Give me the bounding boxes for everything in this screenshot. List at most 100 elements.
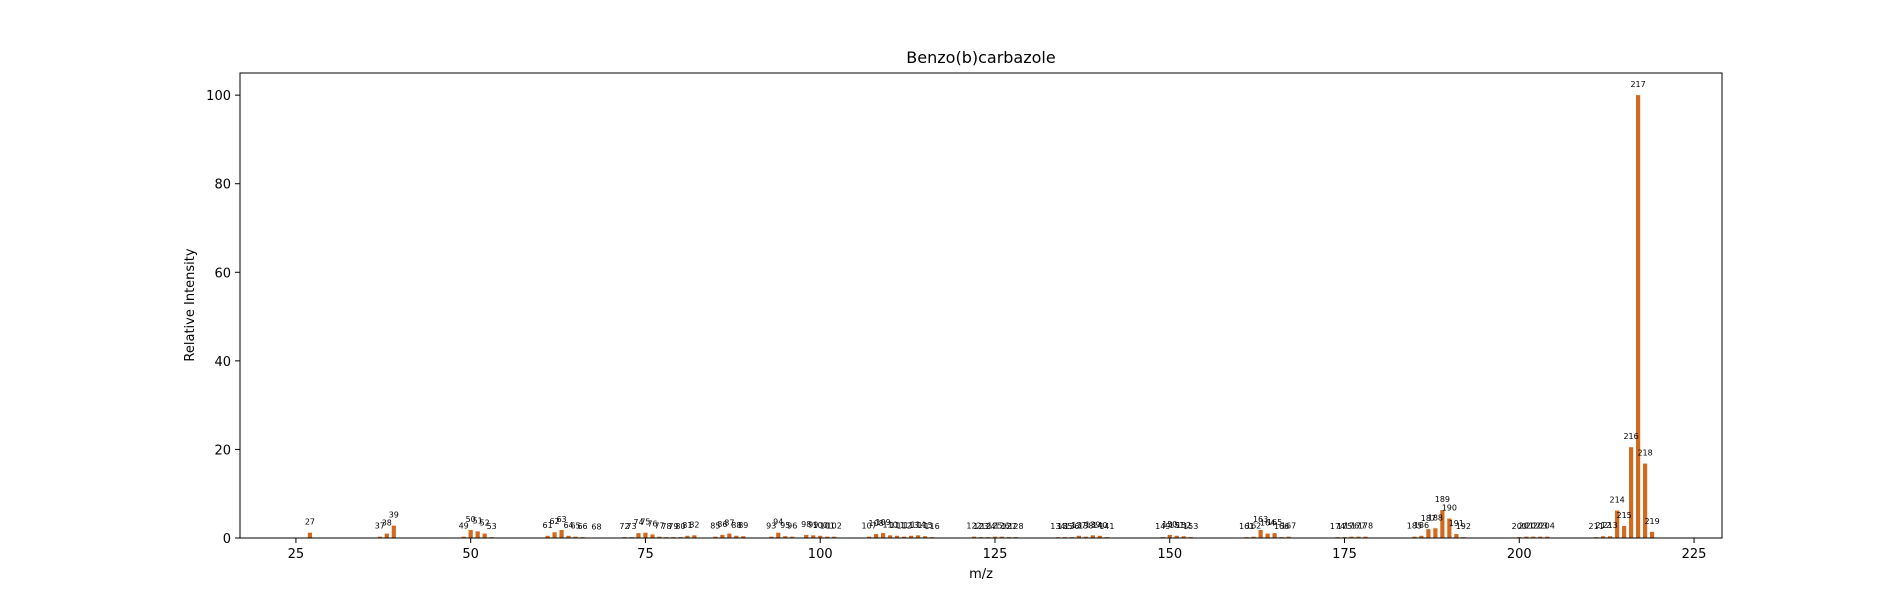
peak-bar-86 <box>720 534 725 538</box>
peak-label-163: 163 <box>1253 515 1268 524</box>
peak-label-108: 108 <box>868 519 883 528</box>
peak-bar-65 <box>573 536 578 538</box>
peak-bar-39 <box>391 525 396 538</box>
peak-bar-75 <box>643 532 648 538</box>
peak-bar-191 <box>1454 534 1459 538</box>
peak-bar-138 <box>1083 536 1088 538</box>
peak-label-191: 191 <box>1449 519 1464 528</box>
peak-bar-112 <box>902 536 907 538</box>
x-tick-label-100: 100 <box>808 547 833 562</box>
peak-label-176: 176 <box>1344 522 1359 531</box>
peak-bar-101 <box>825 536 830 538</box>
peak-bar-52 <box>482 533 487 538</box>
chart-title: Benzo(b)carbazole <box>906 48 1055 67</box>
peak-bar-167 <box>1286 536 1291 538</box>
peak-label-187: 187 <box>1421 514 1436 523</box>
peak-label-107: 107 <box>862 522 877 531</box>
peak-label-82: 82 <box>689 520 699 529</box>
peak-label-78: 78 <box>661 522 671 531</box>
peak-label-149: 149 <box>1155 522 1170 531</box>
peak-bar-89 <box>741 536 746 538</box>
peak-label-139: 139 <box>1085 520 1100 529</box>
peak-bar-99 <box>811 535 816 538</box>
x-tick-label-225: 225 <box>1682 547 1707 562</box>
peak-label-109: 109 <box>875 518 890 527</box>
peak-bar-204 <box>1545 536 1550 538</box>
peak-label-190: 190 <box>1442 504 1457 513</box>
peak-bar-82 <box>692 535 697 538</box>
peak-bar-176 <box>1349 536 1354 538</box>
peak-label-80: 80 <box>675 522 685 531</box>
peak-label-100: 100 <box>813 521 828 530</box>
y-tick-label-80: 80 <box>214 178 231 193</box>
peak-label-72: 72 <box>619 522 629 531</box>
peak-label-200: 200 <box>1512 522 1527 531</box>
plot-bars <box>307 95 1655 538</box>
peak-bar-49 <box>461 536 466 538</box>
peak-label-178: 178 <box>1358 522 1373 531</box>
peak-label-79: 79 <box>668 522 678 531</box>
peak-label-81: 81 <box>682 521 692 530</box>
peak-label-136: 136 <box>1064 522 1079 531</box>
peak-label-213: 213 <box>1603 521 1618 530</box>
peak-label-113: 113 <box>903 521 918 530</box>
peak-bar-64 <box>566 535 571 538</box>
peak-label-95: 95 <box>780 521 790 530</box>
peak-label-167: 167 <box>1281 522 1296 531</box>
y-axis-label: Relative Intensity <box>183 248 198 361</box>
peak-label-203: 203 <box>1533 522 1548 531</box>
peak-label-134: 134 <box>1050 522 1065 531</box>
peak-bar-186 <box>1419 535 1424 538</box>
peak-label-218: 218 <box>1637 449 1652 458</box>
peak-bar-125 <box>992 536 998 538</box>
peak-label-89: 89 <box>738 521 748 530</box>
peak-label-212: 212 <box>1596 521 1611 530</box>
peak-bar-81 <box>685 535 690 538</box>
peak-label-175: 175 <box>1337 522 1352 531</box>
peak-bar-74 <box>636 533 641 538</box>
peak-label-126: 126 <box>994 522 1009 531</box>
peak-bar-202 <box>1531 536 1536 538</box>
peak-label-216: 216 <box>1623 432 1638 441</box>
peak-label-202: 202 <box>1526 522 1541 531</box>
peak-bar-100 <box>818 535 823 538</box>
peak-label-39: 39 <box>389 511 399 520</box>
peak-label-87: 87 <box>724 519 734 528</box>
peak-bar-216 <box>1629 447 1634 538</box>
peak-bar-27 <box>307 532 312 538</box>
peak-label-65: 65 <box>570 522 580 531</box>
peak-label-110: 110 <box>882 520 897 529</box>
peak-label-102: 102 <box>827 522 842 531</box>
peak-bar-61 <box>545 535 550 538</box>
peak-label-204: 204 <box>1540 522 1555 531</box>
x-axis: 25 50 75 100 125 150 175 200 225 <box>288 538 1707 562</box>
peak-bar-88 <box>734 535 739 538</box>
peak-label-66: 66 <box>577 522 587 531</box>
peak-bar-108 <box>874 534 879 538</box>
peak-label-101: 101 <box>820 522 835 531</box>
peak-bar-165 <box>1272 533 1277 538</box>
peak-label-74: 74 <box>633 518 643 527</box>
y-tick-label-0: 0 <box>223 532 231 547</box>
peak-label-217: 217 <box>1630 80 1645 89</box>
peak-bar-189 <box>1440 510 1445 538</box>
x-tick-label-50: 50 <box>462 547 479 562</box>
peak-bar-214 <box>1615 510 1620 538</box>
peak-bar-38 <box>384 533 389 538</box>
peak-bar-150 <box>1167 534 1172 538</box>
y-tick-label-40: 40 <box>214 355 231 370</box>
peak-label-52: 52 <box>480 519 490 528</box>
peak-label-75: 75 <box>640 518 650 527</box>
peak-label-27: 27 <box>305 518 315 527</box>
peak-bar-152 <box>1181 536 1186 538</box>
peak-bar-126 <box>999 536 1005 538</box>
peak-label-51: 51 <box>473 516 483 525</box>
peak-bar-187 <box>1426 529 1431 538</box>
peak-label-211: 211 <box>1589 522 1604 531</box>
peak-label-112: 112 <box>896 522 911 531</box>
peak-label-111: 111 <box>889 521 904 530</box>
peak-bar-93 <box>769 536 774 538</box>
peak-bar-139 <box>1090 535 1095 538</box>
peak-label-214: 214 <box>1609 496 1624 505</box>
